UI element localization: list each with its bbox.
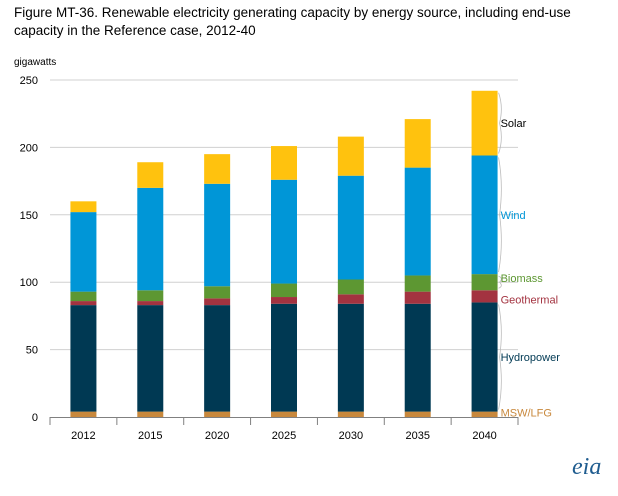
x-tick-label-2025: 2025 [272, 430, 296, 442]
bar-segment-biomass-2040 [471, 274, 498, 291]
series-label-hydropower: Hydropower [501, 352, 561, 364]
bar-segment-solar-2040 [471, 90, 498, 156]
bar-segment-msw-lfg-2015 [137, 411, 164, 417]
bar-stack-2020 [204, 154, 231, 417]
series-label-msw-lfg: MSW/LFG [501, 407, 552, 419]
bar-segment-solar-2030 [337, 136, 364, 176]
bar-segment-solar-2025 [271, 146, 297, 180]
bar-segment-msw-lfg-2040 [471, 411, 498, 417]
series-bracket [498, 92, 502, 154]
bar-segment-msw-lfg-2020 [204, 411, 231, 417]
bar-segment-biomass-2020 [204, 286, 231, 299]
series-bracket [498, 304, 502, 410]
bar-segment-hydropower-2025 [271, 303, 297, 412]
bar-stack-2015 [137, 162, 164, 417]
bar-segment-biomass-2012 [70, 291, 97, 302]
bar-segment-wind-2015 [137, 187, 164, 291]
bar-stack-2012 [70, 201, 97, 417]
bar-stack-2025 [271, 146, 297, 417]
bar-segment-hydropower-2020 [204, 305, 231, 412]
y-axis-unit-label: gigawatts [14, 57, 57, 68]
bar-segment-biomass-2035 [404, 275, 431, 292]
y-tick-labels: 0 50 100 150 200 250 [20, 75, 38, 424]
bar-segment-hydropower-2035 [404, 303, 431, 412]
bar-segment-wind-2025 [271, 179, 297, 284]
y-tick-label-100: 100 [20, 277, 38, 289]
bar-segment-geothermal-2015 [137, 301, 164, 306]
x-tick-label-2015: 2015 [138, 430, 162, 442]
eia-logo: eia [572, 454, 602, 480]
bar-segment-solar-2012 [70, 201, 97, 213]
bar-segment-hydropower-2015 [137, 305, 164, 412]
y-tick-label-150: 150 [20, 210, 38, 222]
bar-segment-msw-lfg-2025 [271, 411, 297, 417]
bar-segment-biomass-2030 [337, 279, 364, 295]
bar-segment-geothermal-2025 [271, 297, 297, 304]
bar-segment-wind-2040 [471, 155, 498, 275]
bar-segment-solar-2020 [204, 154, 231, 184]
bar-segment-solar-2015 [137, 162, 164, 188]
series-label-solar: Solar [501, 118, 527, 130]
x-tick-label-2020: 2020 [205, 430, 229, 442]
bar-segment-hydropower-2040 [471, 302, 498, 412]
bar-segment-biomass-2025 [271, 283, 297, 298]
y-tick-label-200: 200 [20, 142, 38, 154]
series-bracket [498, 157, 502, 273]
series-label-geothermal: Geothermal [501, 294, 558, 306]
bar-stack-2035 [404, 119, 431, 417]
bar-segment-msw-lfg-2035 [404, 411, 431, 417]
bar-segment-geothermal-2020 [204, 298, 231, 306]
x-tick-label-2030: 2030 [339, 430, 363, 442]
bar-stacks [70, 90, 498, 417]
x-axis: 2012 2015 2020 2025 2030 2035 2040 [49, 417, 519, 442]
bar-segment-wind-2020 [204, 183, 231, 287]
bar-segment-wind-2012 [70, 212, 97, 292]
series-bracket [498, 275, 502, 289]
y-tick-label-0: 0 [32, 412, 38, 424]
bar-segment-wind-2035 [404, 167, 431, 276]
y-tick-label-50: 50 [26, 345, 38, 357]
x-tick-label-2012: 2012 [71, 430, 95, 442]
bar-segment-geothermal-2035 [404, 291, 431, 304]
bar-segment-msw-lfg-2012 [70, 411, 97, 417]
chart-title: Figure MT-36. Renewable electricity gene… [14, 5, 571, 38]
bar-segment-wind-2030 [337, 175, 364, 280]
x-tick-label-2035: 2035 [405, 430, 429, 442]
bar-segment-geothermal-2012 [70, 301, 97, 306]
series-labels: MSW/LFG Hydropower Geothermal Biomass Wind So… [498, 92, 561, 419]
bar-segment-biomass-2015 [137, 290, 164, 302]
bar-stack-2040 [471, 90, 498, 417]
bar-segment-hydropower-2012 [70, 305, 97, 412]
x-tick-label-2040: 2040 [472, 430, 496, 442]
series-label-biomass: Biomass [501, 273, 544, 285]
series-label-wind: Wind [501, 210, 526, 222]
bar-segment-geothermal-2040 [471, 290, 498, 303]
bar-segment-hydropower-2030 [337, 303, 364, 412]
bar-segment-msw-lfg-2030 [337, 411, 364, 417]
bar-segment-solar-2035 [404, 119, 431, 168]
bar-segment-geothermal-2030 [337, 294, 364, 304]
bar-stack-2030 [337, 136, 364, 417]
y-tick-label-250: 250 [20, 75, 38, 87]
